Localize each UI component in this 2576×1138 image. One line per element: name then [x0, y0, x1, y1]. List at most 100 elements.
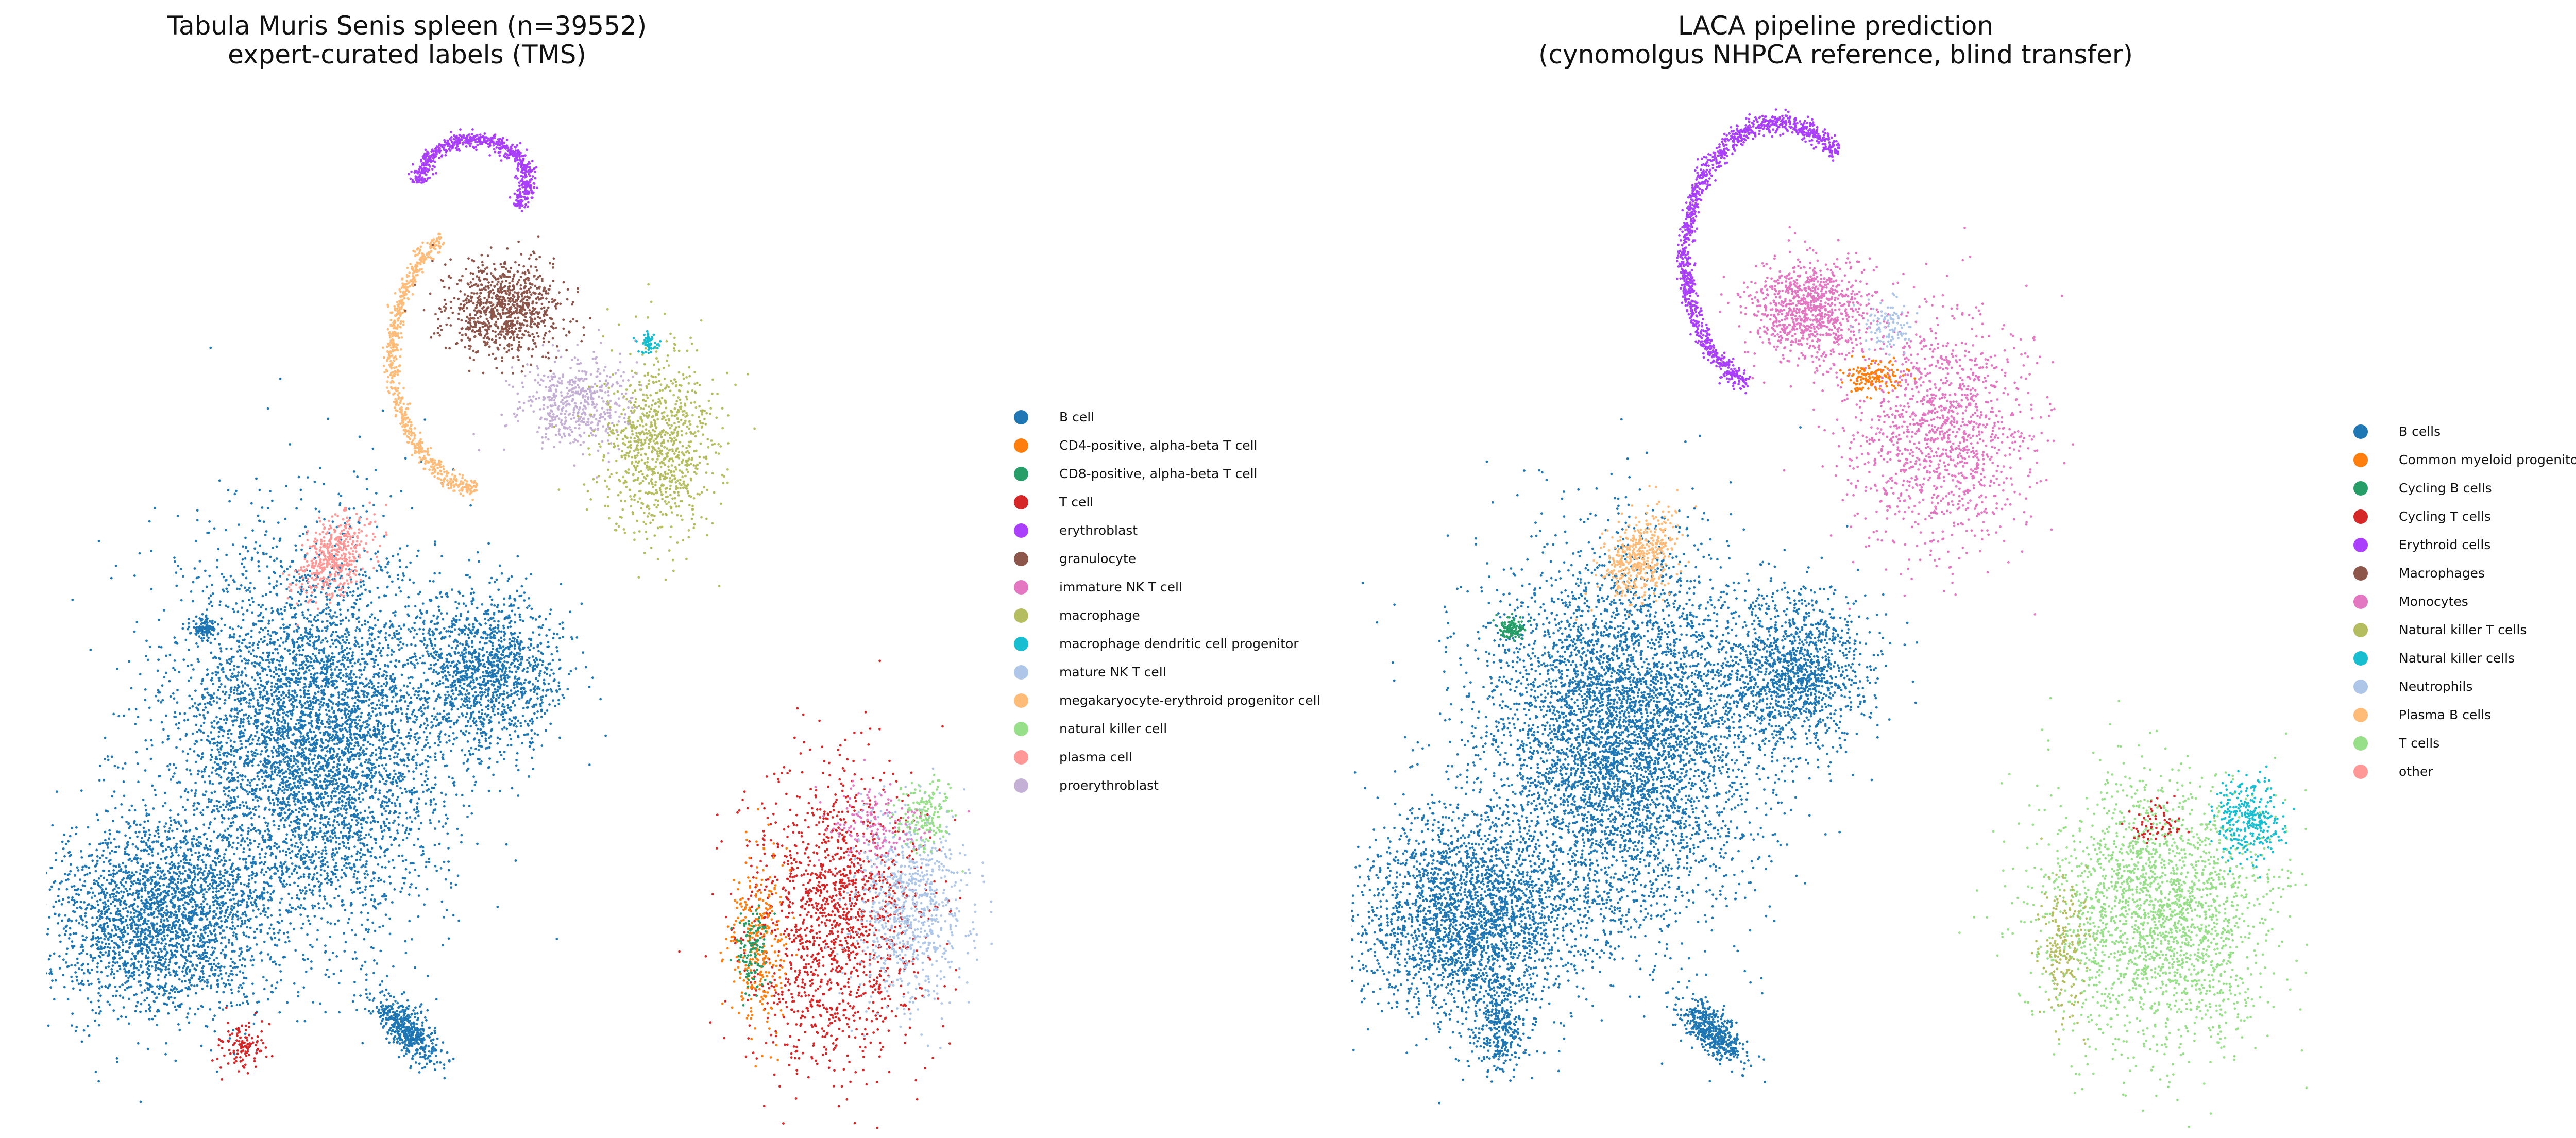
- cell-point: [411, 626, 414, 630]
- cell-point: [178, 671, 181, 673]
- cell-point: [386, 654, 389, 657]
- cell-point: [380, 847, 382, 850]
- cell-point: [248, 791, 251, 794]
- cell-point: [343, 792, 346, 795]
- cell-point: [253, 587, 256, 590]
- cell-point: [341, 659, 344, 661]
- cell-point: [344, 641, 347, 644]
- cell-point: [340, 876, 343, 879]
- cell-point: [276, 724, 279, 727]
- cell-point: [358, 758, 361, 760]
- cell-point: [368, 728, 371, 731]
- cell-point: [416, 802, 419, 805]
- cell-point: [327, 976, 330, 978]
- cell-point: [318, 703, 321, 706]
- cell-point: [376, 725, 379, 728]
- cell-point: [351, 797, 354, 800]
- cell-point: [300, 590, 303, 593]
- cell-point: [404, 831, 406, 834]
- cell-point: [370, 601, 373, 604]
- cell-point: [292, 651, 294, 654]
- cell-point: [364, 623, 367, 626]
- cell-point: [421, 748, 424, 751]
- cell-point: [255, 541, 257, 544]
- cell-point: [460, 841, 463, 844]
- cell-point: [296, 798, 299, 801]
- cell-point: [434, 776, 437, 779]
- cell-point: [245, 739, 247, 742]
- cell-point: [391, 637, 394, 640]
- cell-point: [244, 761, 247, 765]
- cell-point: [351, 685, 354, 688]
- cell-point: [296, 884, 299, 887]
- cell-point: [388, 829, 391, 831]
- cell-point: [324, 673, 327, 675]
- cell-point: [319, 672, 322, 675]
- cell-point: [362, 904, 365, 907]
- cell-point: [219, 776, 223, 779]
- cell-point: [192, 668, 195, 671]
- cell-point: [359, 598, 362, 600]
- cell-point: [331, 674, 334, 676]
- cell-point: [322, 809, 325, 811]
- cell-point: [273, 809, 276, 812]
- cell-point: [341, 821, 344, 824]
- cell-point: [184, 638, 188, 641]
- cell-point: [227, 776, 230, 779]
- cell-point: [430, 786, 433, 789]
- cell-point: [204, 569, 207, 572]
- cell-point: [423, 745, 426, 748]
- cell-point: [347, 619, 350, 622]
- cell-point: [233, 761, 236, 763]
- cell-point: [406, 708, 409, 710]
- cell-point: [262, 698, 264, 701]
- cell-point: [348, 507, 351, 511]
- cell-point: [277, 744, 280, 748]
- cell-point: [264, 746, 267, 749]
- cell-point: [239, 876, 242, 878]
- cell-point: [301, 654, 303, 656]
- cell-point: [301, 922, 304, 925]
- cell-point: [282, 719, 285, 721]
- cell-point: [212, 697, 215, 699]
- cell-point: [374, 469, 377, 471]
- cell-point: [313, 691, 316, 694]
- cell-point: [428, 860, 431, 863]
- cell-point: [185, 768, 189, 771]
- cell-point: [347, 657, 349, 659]
- cell-point: [313, 660, 316, 663]
- cell-point: [330, 800, 333, 803]
- cell-point: [392, 776, 395, 778]
- cell-point: [207, 800, 210, 803]
- cell-point: [384, 632, 387, 635]
- cell-point: [218, 767, 221, 770]
- cell-point: [378, 692, 381, 695]
- cell-point: [229, 669, 232, 671]
- cell-point: [371, 776, 374, 779]
- cell-point: [214, 671, 217, 673]
- cell-point: [315, 865, 317, 868]
- cell-point: [415, 763, 418, 767]
- cell-point: [245, 754, 248, 757]
- cell-point: [262, 616, 265, 619]
- cell-point: [364, 809, 366, 812]
- cell-point: [336, 725, 339, 728]
- cell-point: [331, 652, 334, 655]
- cell-point: [216, 807, 219, 810]
- cell-point: [289, 772, 292, 775]
- cell-point: [317, 636, 320, 639]
- cell-point: [279, 850, 281, 853]
- cell-point: [326, 603, 328, 606]
- cell-point: [228, 636, 231, 639]
- cell-point: [314, 809, 317, 812]
- cell-point: [267, 622, 270, 625]
- cell-point: [190, 853, 193, 856]
- cell-point: [383, 795, 386, 798]
- cell-point: [198, 906, 200, 909]
- cell-point: [397, 776, 399, 779]
- cell-point: [368, 734, 371, 737]
- cell-point: [267, 755, 270, 758]
- cell-point: [362, 739, 365, 742]
- cell-point: [295, 657, 297, 660]
- cell-point: [341, 693, 344, 695]
